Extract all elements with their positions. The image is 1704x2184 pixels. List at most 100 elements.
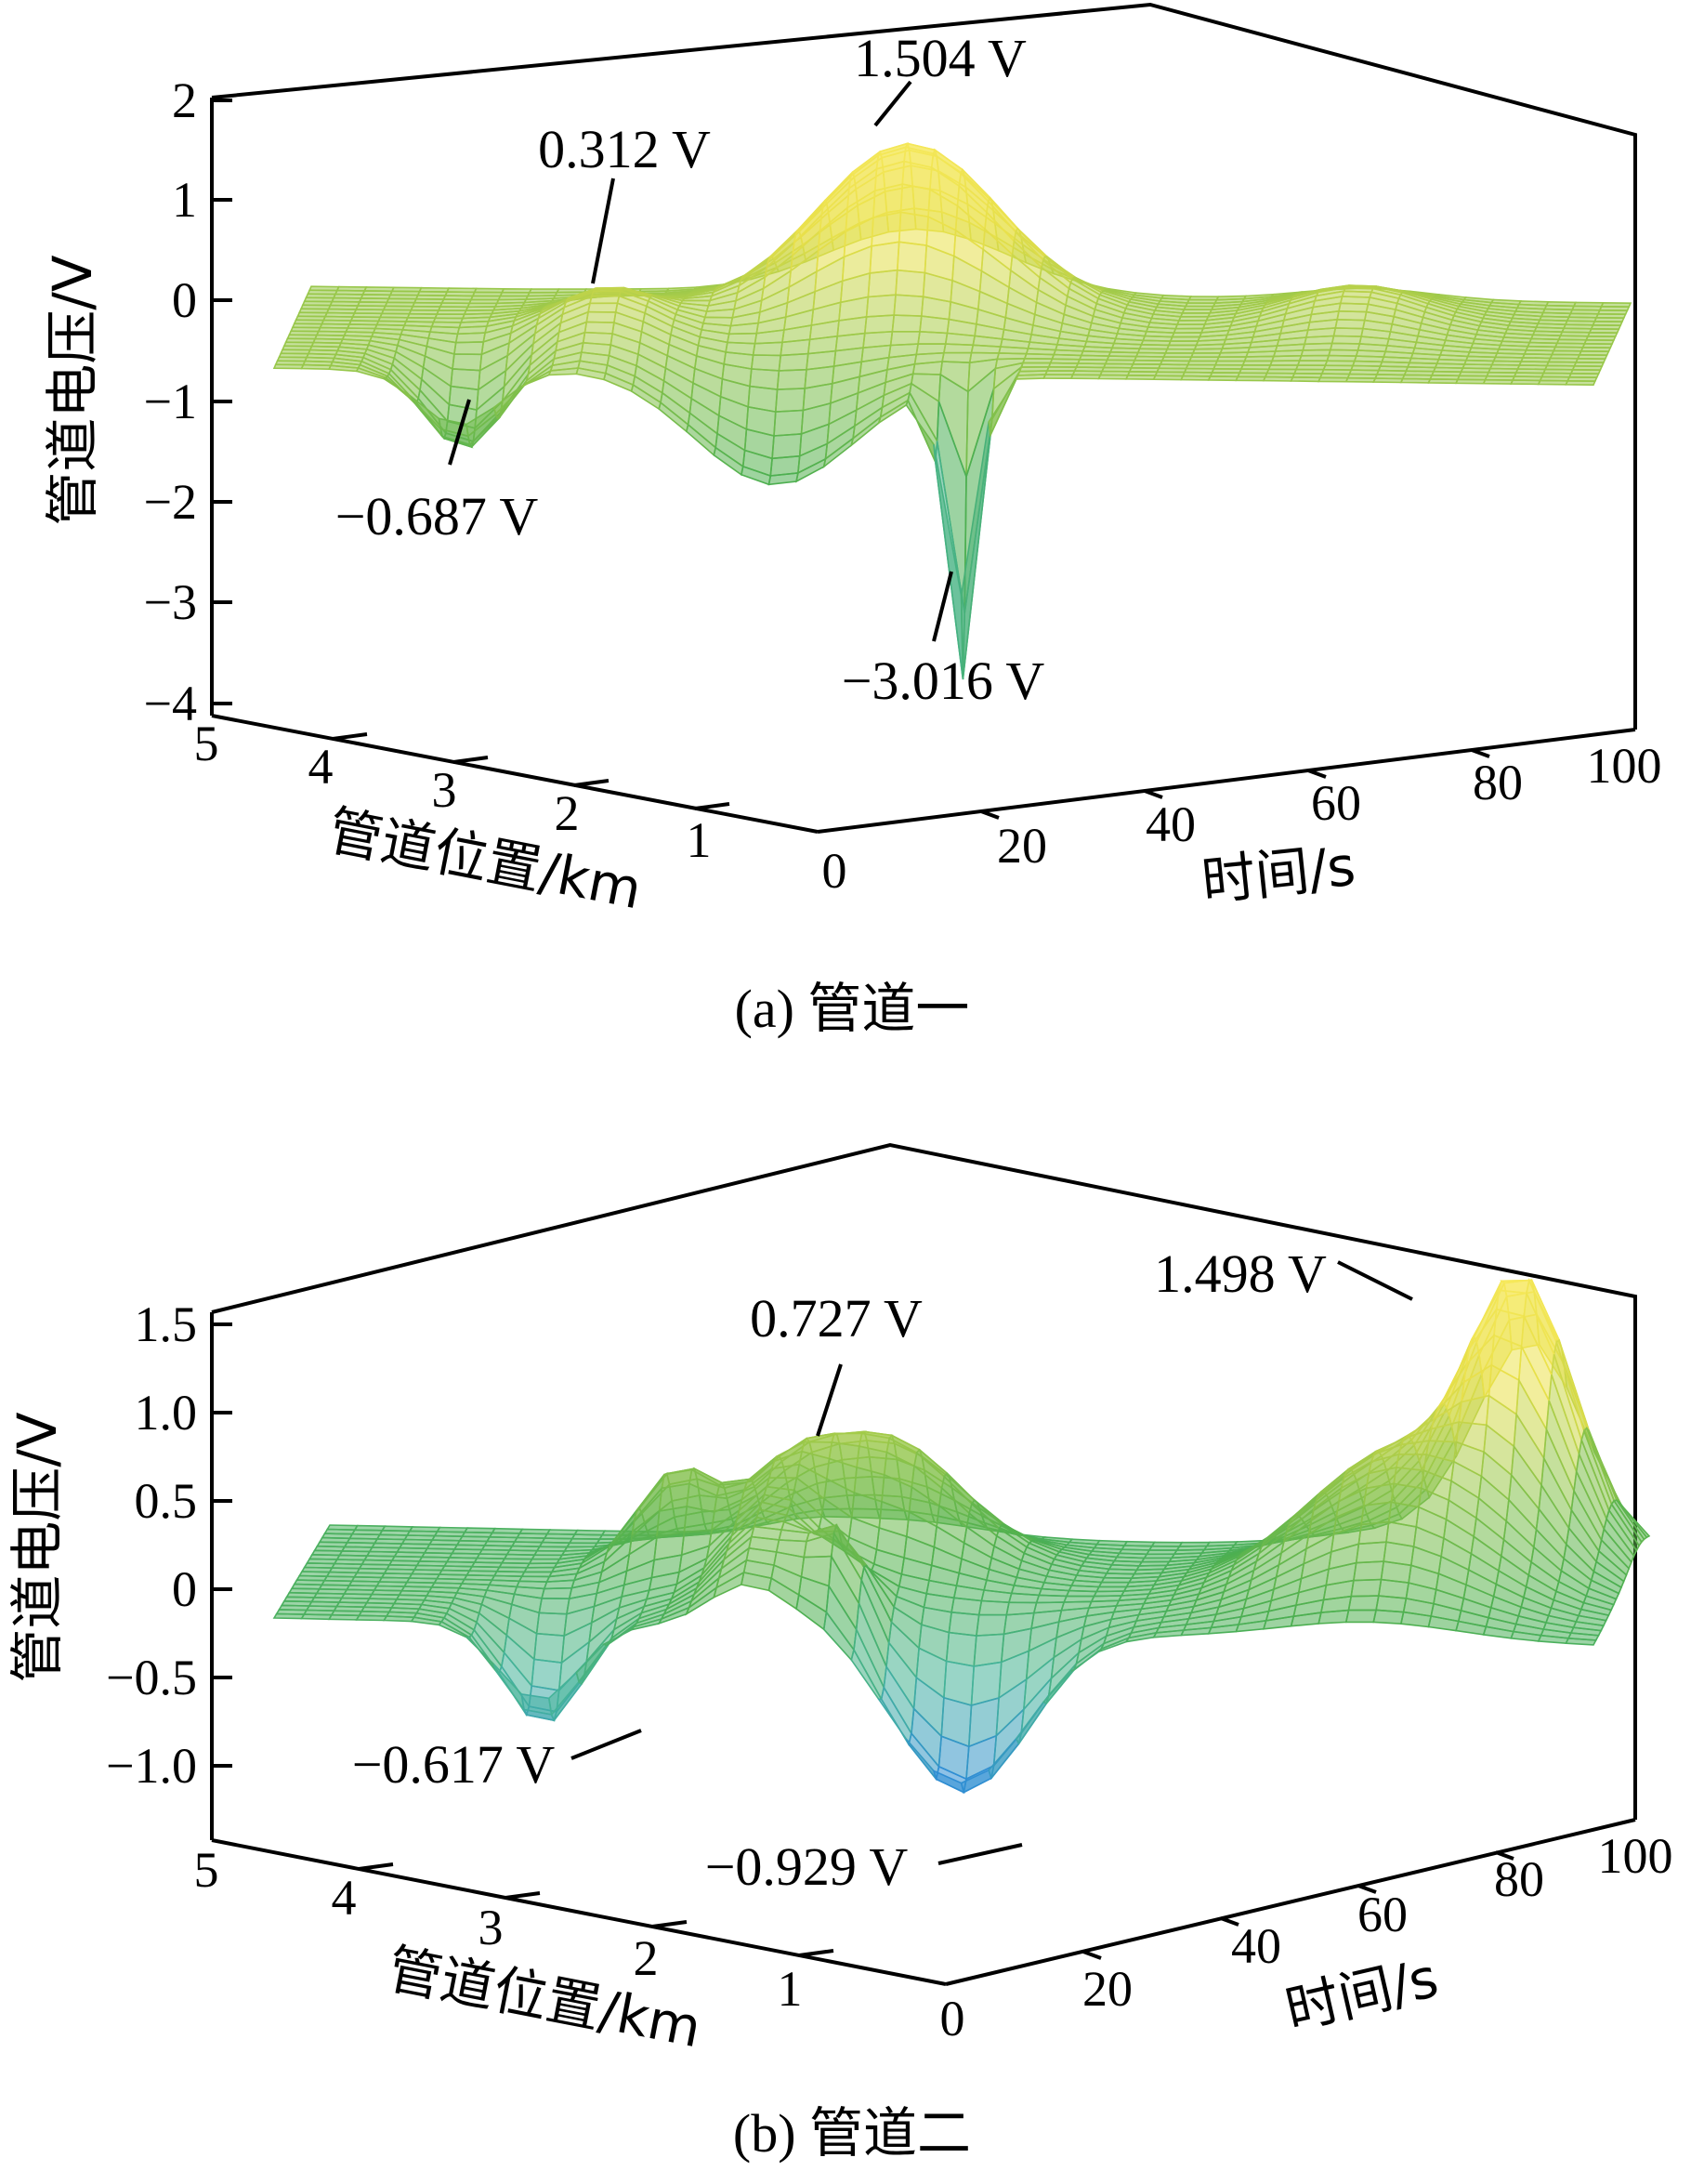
panel-a-surface-facet <box>1290 376 1322 383</box>
panel-a-surface-facet <box>1317 376 1349 383</box>
panel-a-x-tick-label: 2 <box>555 785 580 841</box>
panel-a-surface-facet <box>773 409 805 437</box>
panel-a-surface-facet <box>1180 375 1212 381</box>
panel-a-surface-facet <box>1042 374 1074 380</box>
panel-a-ann-local-min: −0.687 V <box>335 486 539 546</box>
panel-a-surface-facet <box>1235 375 1267 382</box>
panel-b-z-tick-label: 0 <box>172 1561 197 1617</box>
panel-a-surface-facet <box>1152 375 1185 381</box>
panel-a-surface-facet <box>771 433 803 460</box>
panel-a-surface-facet <box>750 354 782 372</box>
panel-a-surface-facet <box>300 363 333 371</box>
panel-b-x-tick-label: 0 <box>940 1991 965 2046</box>
panel-a-surface <box>272 142 1632 680</box>
panel-b-y-tick-label: 80 <box>1494 1851 1544 1907</box>
panel-a-z-tick-label: 0 <box>172 272 197 328</box>
panel-a-y-tick-label: 80 <box>1473 755 1523 810</box>
panel-b-surface-facet <box>355 1614 388 1622</box>
panel-b-surface-facet <box>1317 1609 1350 1625</box>
panel-b-surface-facet <box>945 1631 977 1667</box>
panel-a-surface-facet <box>1262 375 1294 382</box>
panel-a-surface-facet <box>1124 374 1157 381</box>
panel-a-x-tick-label: 0 <box>822 843 847 899</box>
panel-a-surface-facet <box>1454 378 1487 385</box>
panel-b-ann-leader <box>570 1729 642 1760</box>
panel-b-y-axis-label: 时间/s <box>1279 1946 1444 2043</box>
panel-b-y-tick-label: 100 <box>1598 1828 1673 1884</box>
panel-a-z-tick-label: −4 <box>144 676 197 731</box>
panel-b-top-edge <box>211 1142 1637 1820</box>
panel-a-surface-facet <box>1537 379 1569 386</box>
panel-a-x-tick-label: 1 <box>687 812 712 868</box>
panel-b-x-tick-label: 4 <box>332 1870 357 1926</box>
panel-a-surface-facet <box>1330 335 1363 345</box>
panel-a-z-tick-label: 1 <box>172 172 197 228</box>
panel-b-surface-facet <box>300 1613 334 1621</box>
panel-a: 2 1 0 −1 −2 −3 −4 5 4 3 2 1 0 20 40 60 8… <box>41 2 1662 1039</box>
panel-b-surface-facet <box>538 1597 570 1615</box>
panel-a-ann-min: −3.016 V <box>842 651 1045 711</box>
panel-b-y-tick-label: 20 <box>1082 1961 1133 2017</box>
panel-b-z-tick-label: 1.5 <box>135 1296 198 1352</box>
panel-b-x-tick-label: 2 <box>634 1930 659 1986</box>
panel-b-z-tickmarks <box>212 1322 232 1768</box>
panel-b-ann-leader <box>937 1843 1023 1865</box>
panel-b-z-tick-label: 0.5 <box>135 1473 198 1529</box>
panel-a-surface-facet <box>1510 379 1541 386</box>
panel-a-surface-facet <box>1097 374 1130 380</box>
panel-b-surface-facet <box>1565 1637 1597 1646</box>
panel-b-ann-leader <box>1337 1260 1413 1301</box>
panel-b-ann-leader <box>816 1363 843 1437</box>
panel-a-surface-facet <box>1015 374 1047 380</box>
panel-a-surface-facet <box>454 332 487 344</box>
panel-b-z-tick-label: 1.0 <box>135 1385 198 1441</box>
panel-a-surface-facet <box>588 295 621 305</box>
panel-a-surface-facet <box>911 361 944 375</box>
panel-b-x-tick-label: 1 <box>778 1961 803 2017</box>
panel-a-ann-max: 1.504 V <box>854 28 1027 88</box>
panel-b-ann-max: 1.498 V <box>1154 1243 1327 1304</box>
panel-b-surface-facet <box>973 1633 1005 1667</box>
panel-a-y-tick-label: 20 <box>997 818 1047 874</box>
panel-b-surface-facet <box>531 1658 563 1691</box>
panel-a-z-tickmarks <box>212 99 232 705</box>
panel-a-z-tick-label: −3 <box>144 574 197 630</box>
panel-b-y-tick-label: 40 <box>1231 1918 1281 1974</box>
panel-b-surface-facet <box>977 1599 1010 1616</box>
panel-a-ann-leader <box>448 399 471 466</box>
panel-b-ann-local-min: −0.617 V <box>352 1734 556 1795</box>
panel-b-box <box>210 1142 1637 1986</box>
panel-a-surface-facet <box>585 310 617 323</box>
panel-a-ann-leader <box>932 571 953 642</box>
panel-b-surface-facet <box>535 1612 568 1637</box>
panel-a-surface-facet <box>944 332 977 347</box>
panel-a-z-axis-label: 管道电压/V <box>41 255 104 526</box>
panel-a-y-axis <box>817 728 1636 834</box>
panel-b-x-axis <box>211 1838 947 1986</box>
panel-a-surface-facet <box>1334 318 1366 330</box>
panel-b-z-tick-label: −1.0 <box>106 1738 197 1794</box>
panel-a-surface-facet <box>774 388 806 413</box>
panel-a-surface-facet <box>776 368 807 390</box>
panel-b-caption: (b) 管道二 <box>733 2103 971 2164</box>
panel-b-z-tick-label: −0.5 <box>106 1650 197 1705</box>
panel-b: 1.5 1.0 0.5 0 −0.5 −1.0 5 4 3 2 1 0 20 4… <box>6 1142 1673 2164</box>
panel-a-surface-facet <box>898 211 929 247</box>
panel-a-surface-facet <box>1207 375 1239 382</box>
panel-a-y-axis-label: 时间/s <box>1199 835 1358 914</box>
panel-a-surface-facet <box>778 352 809 372</box>
panel-a-surface-facet <box>1344 376 1377 383</box>
panel-b-surface-facet <box>1007 1592 1041 1604</box>
panel-a-surface-facet <box>1482 378 1514 385</box>
panel-a-surface-facet <box>587 302 619 313</box>
panel-a-x-axis-label: 管道位置/km <box>323 798 647 921</box>
panel-b-surface-facet <box>1347 1595 1380 1612</box>
panel-a-y-tick-label: 100 <box>1587 738 1662 794</box>
panel-a-surface-facet <box>970 344 1002 354</box>
panel-b-surface-facet <box>948 1611 980 1637</box>
panel-a-x-axis <box>211 714 819 834</box>
panel-b-surface-facet <box>1355 1541 1387 1564</box>
panel-b-surface-facet <box>533 1632 566 1664</box>
panel-b-surface-facet <box>975 1613 1008 1637</box>
